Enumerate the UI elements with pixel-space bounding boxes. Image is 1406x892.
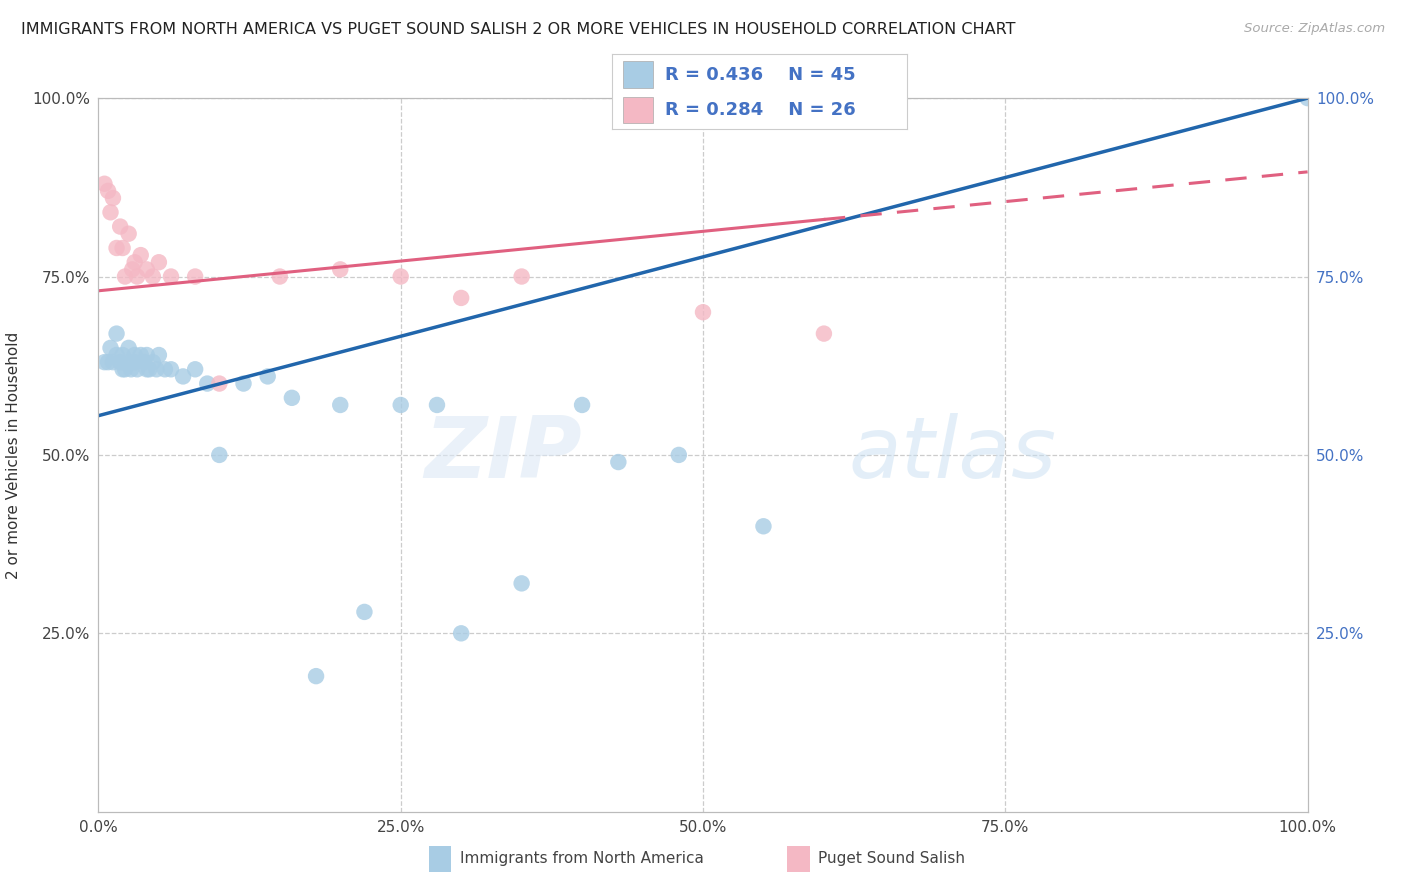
Point (329, 398, 352, 412)
Point (450, 291, 472, 305)
Point (172, 369, 194, 384)
Point (111, 362, 134, 376)
Point (121, 262, 143, 277)
Point (124, 348, 146, 362)
Point (111, 241, 134, 255)
Point (389, 398, 412, 412)
Point (148, 255, 170, 269)
Point (100, 341, 122, 355)
Point (134, 355, 156, 369)
Point (510, 576, 533, 591)
Point (153, 362, 176, 376)
Point (101, 191, 124, 205)
Point (160, 362, 183, 376)
Point (195, 376, 218, 391)
Text: Source: ZipAtlas.com: Source: ZipAtlas.com (1244, 22, 1385, 36)
Point (184, 362, 207, 376)
Point (118, 355, 141, 369)
Point (281, 391, 304, 405)
Point (100, 205, 122, 219)
Point (105, 326, 128, 341)
Point (97, 184, 120, 198)
Point (118, 227, 141, 241)
Point (510, 269, 533, 284)
Point (142, 269, 165, 284)
Point (426, 398, 449, 412)
Point (142, 355, 165, 369)
Point (208, 376, 231, 391)
Point (127, 362, 149, 376)
Point (269, 269, 291, 284)
Point (135, 262, 157, 277)
Point (105, 241, 128, 255)
FancyBboxPatch shape (623, 62, 652, 87)
Point (607, 455, 630, 469)
Text: R = 0.436    N = 45: R = 0.436 N = 45 (665, 66, 855, 84)
Point (105, 348, 128, 362)
Point (108, 219, 131, 234)
Point (389, 269, 412, 284)
Point (353, 605, 375, 619)
Point (101, 355, 124, 369)
Point (232, 376, 254, 391)
Point (135, 362, 157, 376)
Point (135, 348, 157, 362)
Point (120, 362, 142, 376)
Point (93, 355, 115, 369)
Point (93, 177, 115, 191)
Point (111, 348, 134, 362)
Point (571, 398, 593, 412)
Point (305, 669, 328, 683)
Point (114, 362, 136, 376)
Point (138, 362, 160, 376)
Point (114, 269, 136, 284)
FancyBboxPatch shape (623, 96, 652, 123)
Point (1296, 91, 1319, 105)
Point (124, 355, 146, 369)
Point (256, 369, 278, 384)
Text: R = 0.284    N = 26: R = 0.284 N = 26 (665, 101, 855, 119)
Point (160, 269, 183, 284)
Point (692, 305, 714, 319)
Point (145, 362, 167, 376)
Text: ZIP: ZIP (425, 413, 582, 497)
Point (127, 269, 149, 284)
Y-axis label: 2 or more Vehicles in Household: 2 or more Vehicles in Household (6, 331, 21, 579)
Point (329, 262, 352, 277)
Point (813, 326, 835, 341)
Text: atlas: atlas (848, 413, 1056, 497)
Text: Immigrants from North America: Immigrants from North America (460, 852, 703, 866)
Point (124, 255, 146, 269)
Point (97, 355, 120, 369)
Point (208, 448, 231, 462)
Point (129, 248, 152, 262)
Point (184, 269, 207, 284)
Point (752, 519, 775, 533)
Point (668, 448, 690, 462)
Point (148, 348, 170, 362)
Text: Puget Sound Salish: Puget Sound Salish (818, 852, 966, 866)
Text: IMMIGRANTS FROM NORTH AMERICA VS PUGET SOUND SALISH 2 OR MORE VEHICLES IN HOUSEH: IMMIGRANTS FROM NORTH AMERICA VS PUGET S… (21, 22, 1015, 37)
Point (108, 355, 131, 369)
Point (118, 341, 141, 355)
Point (129, 348, 152, 362)
Point (450, 626, 472, 640)
